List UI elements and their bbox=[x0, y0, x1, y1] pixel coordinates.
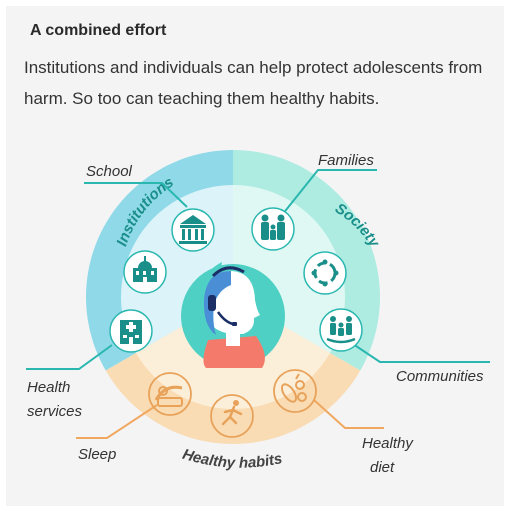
food-icon bbox=[273, 369, 317, 413]
callout-families: Families bbox=[318, 152, 374, 169]
callout-health: Health bbox=[27, 379, 70, 396]
sleep-icon bbox=[148, 372, 192, 416]
callout-school: School bbox=[86, 163, 133, 180]
page-title: A combined effort bbox=[30, 22, 167, 39]
hospital-icon bbox=[109, 309, 153, 353]
callout-communities: Communities bbox=[396, 368, 484, 385]
adolescent-head-icon bbox=[181, 262, 285, 368]
community-group-icon bbox=[319, 308, 363, 352]
callout-healthy: Healthy bbox=[362, 435, 414, 452]
ring-label-healthy-habits: Healthy habits bbox=[181, 446, 284, 472]
callout-diet: diet bbox=[370, 459, 395, 476]
callout-lines-teal bbox=[26, 169, 490, 370]
civic-building-icon bbox=[123, 250, 167, 294]
callout-lines-orange bbox=[76, 399, 384, 439]
family-icon bbox=[251, 207, 295, 251]
school-building-icon bbox=[171, 208, 215, 252]
page-subtitle: Institutions and individuals can help pr… bbox=[24, 58, 483, 108]
callout-sleep: Sleep bbox=[78, 446, 116, 463]
callout-services: services bbox=[27, 403, 83, 420]
running-icon bbox=[210, 394, 254, 438]
community-circle-icon bbox=[303, 251, 347, 295]
